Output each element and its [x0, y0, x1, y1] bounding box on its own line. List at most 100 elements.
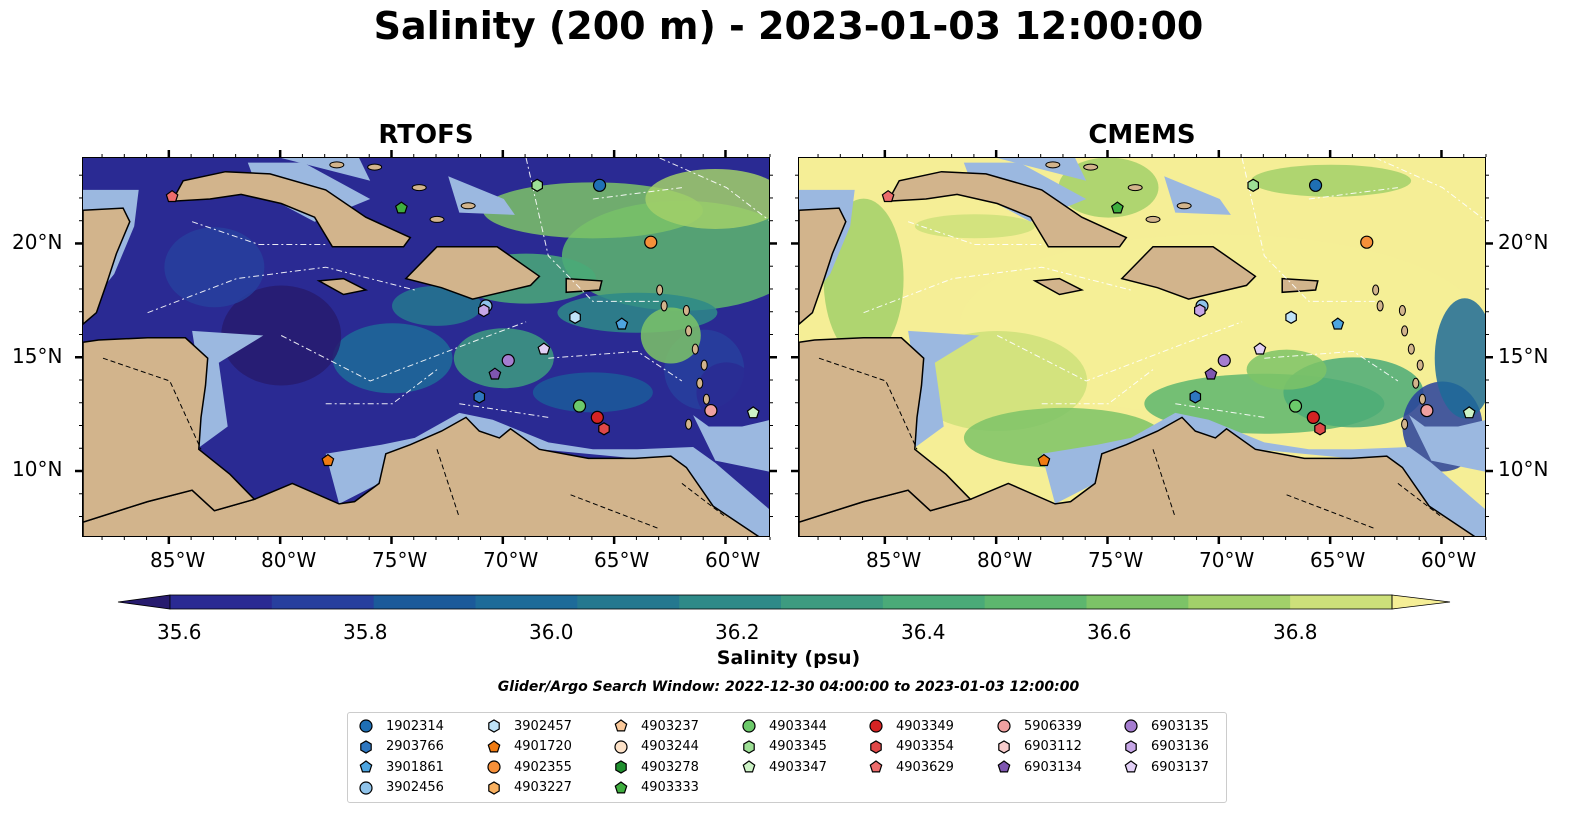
figure-title: Salinity (200 m) - 2023-01-03 12:00:00	[373, 4, 1204, 48]
float-marker-5906339	[704, 403, 718, 418]
hexagon-marker-icon	[870, 739, 882, 754]
float-marker-4903354	[1314, 422, 1326, 436]
legend-item-6903135: 6903135	[1123, 716, 1209, 736]
hexagon-marker-icon	[488, 719, 500, 733]
lat-label-10n: 10°N	[12, 457, 63, 481]
legend-label: 6903134	[1024, 759, 1082, 775]
cbar-tick: 35.8	[343, 620, 388, 644]
circle-marker-icon	[614, 739, 628, 754]
float-marker-3902457	[569, 310, 581, 324]
legend-label: 4901720	[514, 739, 572, 754]
hexagon-marker-icon	[1125, 739, 1137, 754]
pentagon-marker-icon	[742, 760, 756, 773]
legend-item-6903112: 6903112	[996, 737, 1082, 757]
colorbar-label: Salinity (psu)	[716, 647, 861, 669]
legend-label: 4903347	[769, 759, 827, 775]
legend-label: 3901861	[386, 759, 444, 775]
panel-title-cmems: CMEMS	[1088, 120, 1196, 150]
legend-label: 4903333	[641, 780, 699, 795]
hexagon-marker-icon	[488, 780, 500, 795]
float-marker-6903136	[478, 303, 490, 318]
legend-label: 6903135	[1151, 718, 1209, 734]
legend-item-1902314: 1902314	[358, 716, 444, 736]
lon-label-75w: 75°W	[1088, 548, 1144, 572]
float-marker-4903345	[531, 178, 543, 192]
legend-label: 4903227	[514, 780, 572, 795]
legend-item-2903766: 2903766	[358, 737, 444, 757]
hexagon-marker-icon	[998, 739, 1010, 754]
legend-item-3902457: 3902457	[486, 716, 572, 736]
float-marker-5906339	[1420, 403, 1434, 418]
legend-label: 4903344	[769, 718, 827, 734]
float-marker-4903349	[1306, 410, 1320, 425]
circle-marker-icon	[359, 719, 373, 733]
pentagon-marker-icon	[487, 739, 501, 752]
legend-label: 4902355	[514, 759, 572, 775]
lat-label-20n: 20°N	[12, 230, 63, 254]
legend-item-4903349: 4903349	[868, 716, 954, 736]
lon-label-65w: 65°W	[594, 548, 650, 572]
lon-label-85w: 85°W	[150, 548, 206, 572]
legend-item-4903347: 4903347	[741, 757, 827, 777]
legend-item-6903136: 6903136	[1123, 737, 1209, 757]
legend-label: 4903278	[641, 759, 699, 775]
legend-label: 4903354	[896, 739, 954, 754]
lon-label-80w: 80°W	[261, 548, 317, 572]
float-marker-6903137	[1253, 342, 1267, 355]
legend-item-6903137: 6903137	[1123, 757, 1209, 777]
legend-label: 4903237	[641, 718, 699, 734]
cbar-tick: 36.4	[901, 620, 946, 644]
float-marker-2903766	[1189, 390, 1202, 404]
legend-item-6903134: 6903134	[996, 757, 1082, 777]
lon-label-85w: 85°W	[866, 548, 922, 572]
lat-label-10n: 10°N	[1498, 457, 1549, 481]
lat-label-15n: 15°N	[12, 344, 63, 368]
pentagon-marker-icon	[614, 719, 628, 732]
pentagon-marker-icon	[997, 760, 1011, 773]
axis-ticks	[75, 150, 1493, 544]
float-marker-1902314	[592, 178, 607, 192]
float-marker-4903354	[598, 422, 610, 436]
lon-label-70w: 70°W	[483, 548, 539, 572]
legend-label: 4903244	[641, 739, 699, 754]
cbar-tick: 36.0	[529, 620, 574, 644]
lon-label-60w: 60°W	[705, 548, 761, 572]
circle-marker-icon	[997, 719, 1011, 733]
float-marker-6903137	[537, 342, 551, 355]
float-marker-4903347	[746, 406, 760, 419]
lat-label-15n: 15°N	[1498, 344, 1549, 368]
float-marker-4902355	[644, 235, 658, 249]
legend-label: 3902456	[386, 780, 444, 795]
legend-label: 4903345	[769, 739, 827, 754]
cbar-tick: 36.8	[1273, 620, 1318, 644]
float-marker-3901861	[615, 317, 629, 330]
cbar-tick: 35.6	[157, 620, 202, 644]
rtofs-salinity-map	[82, 157, 770, 537]
float-marker-6903135	[1217, 353, 1231, 368]
float-marker-6903135	[501, 353, 515, 368]
float-marker-4903344	[1288, 399, 1303, 413]
legend-item-5906339: 5906339	[996, 716, 1082, 736]
float-marker-3901861	[1331, 317, 1345, 330]
lon-label-75w: 75°W	[372, 548, 428, 572]
hexagon-marker-icon	[360, 739, 372, 754]
hexagon-marker-icon	[743, 739, 755, 754]
circle-marker-icon	[487, 760, 501, 774]
legend-item-4902355: 4902355	[486, 757, 572, 777]
lon-label-60w: 60°W	[1421, 548, 1477, 572]
hexagon-marker-icon	[615, 760, 627, 774]
legend-item-4903354: 4903354	[868, 737, 954, 757]
legend-label: 4903629	[896, 759, 954, 775]
float-marker-4903344	[572, 399, 587, 413]
circle-marker-icon	[359, 780, 373, 795]
legend-item-4903344: 4903344	[741, 716, 827, 736]
legend-label: 5906339	[1024, 718, 1082, 734]
cbar-tick: 36.6	[1087, 620, 1132, 644]
float-marker-4903333	[394, 201, 408, 214]
circle-marker-icon	[742, 719, 756, 733]
float-marker-2903766	[473, 390, 486, 404]
lon-label-80w: 80°W	[977, 548, 1033, 572]
float-marker-6903134	[488, 367, 502, 380]
float-marker-3902457	[1285, 310, 1297, 324]
colorbar	[117, 594, 1451, 610]
